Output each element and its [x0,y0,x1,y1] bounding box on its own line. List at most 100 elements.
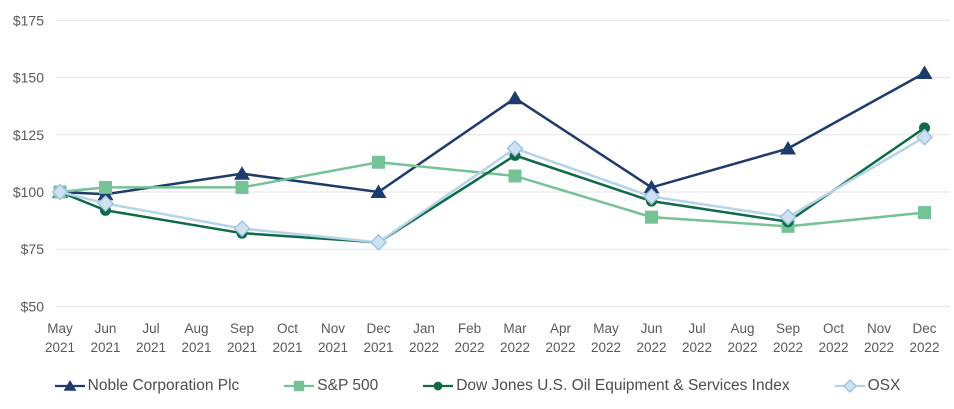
x-tick-year: 2022 [409,340,439,355]
x-tick-month: Jan [413,321,435,336]
series-osx [51,128,933,251]
legend-marker-svg [54,379,85,391]
x-tick-year: 2022 [591,340,621,355]
diamond-marker [233,220,251,238]
legend-marker-svg [284,380,315,391]
diamond-marker [643,188,660,206]
x-tick-month: Dec [366,321,390,336]
x-tick-month: Sep [776,321,800,336]
square-marker-icon [283,378,315,394]
square-marker [294,380,305,391]
series-line [59,136,926,244]
triangle-marker [507,90,523,105]
square-marker [508,169,522,183]
square-marker [645,210,658,224]
legend-item-noble-corporation: Noble Corporation Plc [54,376,240,395]
square-marker [918,206,931,220]
diamond-marker [916,128,933,146]
y-tick-label: $50 [21,298,45,314]
y-tick-label: $125 [13,127,44,143]
chart-legend: Noble Corporation Plc S&P 500 Dow Jones … [0,362,954,409]
triangle-marker [234,166,250,180]
x-tick-year: 2022 [454,340,484,355]
x-tick-month: Feb [458,321,481,336]
x-tick-month: Jul [142,321,159,336]
x-tick-month: May [593,321,619,336]
x-tick-month: Sep [230,321,254,336]
legend-label: OSX [867,376,901,394]
x-tick-month: Aug [730,321,754,336]
y-tick-label: $100 [13,184,44,200]
x-tick-year: 2021 [227,340,257,355]
triangle-marker [370,184,387,198]
diamond-marker [97,194,114,212]
x-tick-year: 2022 [727,340,757,355]
x-tick-month: Nov [321,321,345,336]
x-tick-year: 2021 [181,340,211,355]
x-tick-year: 2021 [318,340,348,355]
diamond-marker [842,378,857,393]
legend-item-sp500: S&P 500 [283,377,378,395]
x-tick-year: 2022 [636,340,666,355]
y-tick-label: $150 [13,70,44,86]
y-axis-labels: $50 $75 $100 $125 $150 $175 [13,12,44,314]
x-tick-month: Jul [688,321,705,336]
legend-label: S&P 500 [317,376,379,394]
x-axis-labels: May 2021 Jun 2021 Jul 2021 Aug 2021 Sep 2021 Oct 20… [45,321,940,355]
series-line [59,126,926,244]
x-tick-year: 2022 [909,340,939,355]
triangle-marker-icon [54,378,86,394]
series-s-p-500 [53,155,931,233]
diamond-marker [51,183,69,201]
x-tick-year: 2021 [363,340,393,355]
x-tick-year: 2022 [545,340,575,355]
circle-marker [433,381,443,390]
series-line [59,71,926,196]
square-marker [372,155,385,169]
triangle-marker [780,141,796,155]
circle-marker [919,122,930,134]
line-chart-svg: $50 $75 $100 $125 $150 $175 May 2021 Jun 2021 Jul 2… [13,12,950,355]
x-tick-month: Jun [95,321,117,336]
x-tick-year: 2022 [500,340,530,355]
legend-marker-svg [423,381,454,390]
circle-marker-icon [422,378,454,394]
x-tick-month: Apr [550,321,572,336]
triangle-marker [643,179,660,194]
legend-marker-svg [834,378,865,393]
diamond-marker [370,233,387,251]
legend-item-osx: OSX [834,376,901,395]
triangle-marker [916,65,933,80]
legend-item-dow-jones-oil-index: Dow Jones U.S. Oil Equipment & Services … [422,376,790,395]
x-tick-month: May [47,321,73,336]
gridlines [56,19,950,307]
square-marker [235,180,249,194]
legend-label: Dow Jones U.S. Oil Equipment & Services … [456,376,790,394]
x-tick-year: 2022 [864,340,894,355]
x-tick-year: 2022 [773,340,803,355]
square-marker [99,180,112,194]
x-tick-month: Aug [184,321,208,336]
x-tick-year: 2022 [682,340,712,355]
x-tick-year: 2021 [272,340,302,355]
x-tick-month: Oct [823,321,844,336]
plot-container: $50 $75 $100 $125 $150 $175 May 2021 Jun 2021 Jul 2… [13,12,950,355]
x-tick-year: 2021 [45,340,75,355]
x-tick-year: 2021 [90,340,120,355]
y-tick-label: $75 [21,241,45,257]
legend-label: Noble Corporation Plc [87,376,240,394]
triangle-marker [63,379,77,391]
x-tick-month: Dec [912,321,936,336]
diamond-marker-icon [834,378,866,394]
diamond-marker [779,208,797,226]
series-line [59,160,925,228]
x-tick-year: 2022 [818,340,848,355]
series-noble-corporation-plc [52,65,933,201]
y-tick-label: $175 [13,12,44,28]
x-tick-month: Oct [277,321,298,336]
x-tick-month: Mar [503,321,527,336]
x-tick-year: 2021 [136,340,166,355]
diamond-marker [506,140,524,158]
x-tick-month: Nov [867,321,891,336]
